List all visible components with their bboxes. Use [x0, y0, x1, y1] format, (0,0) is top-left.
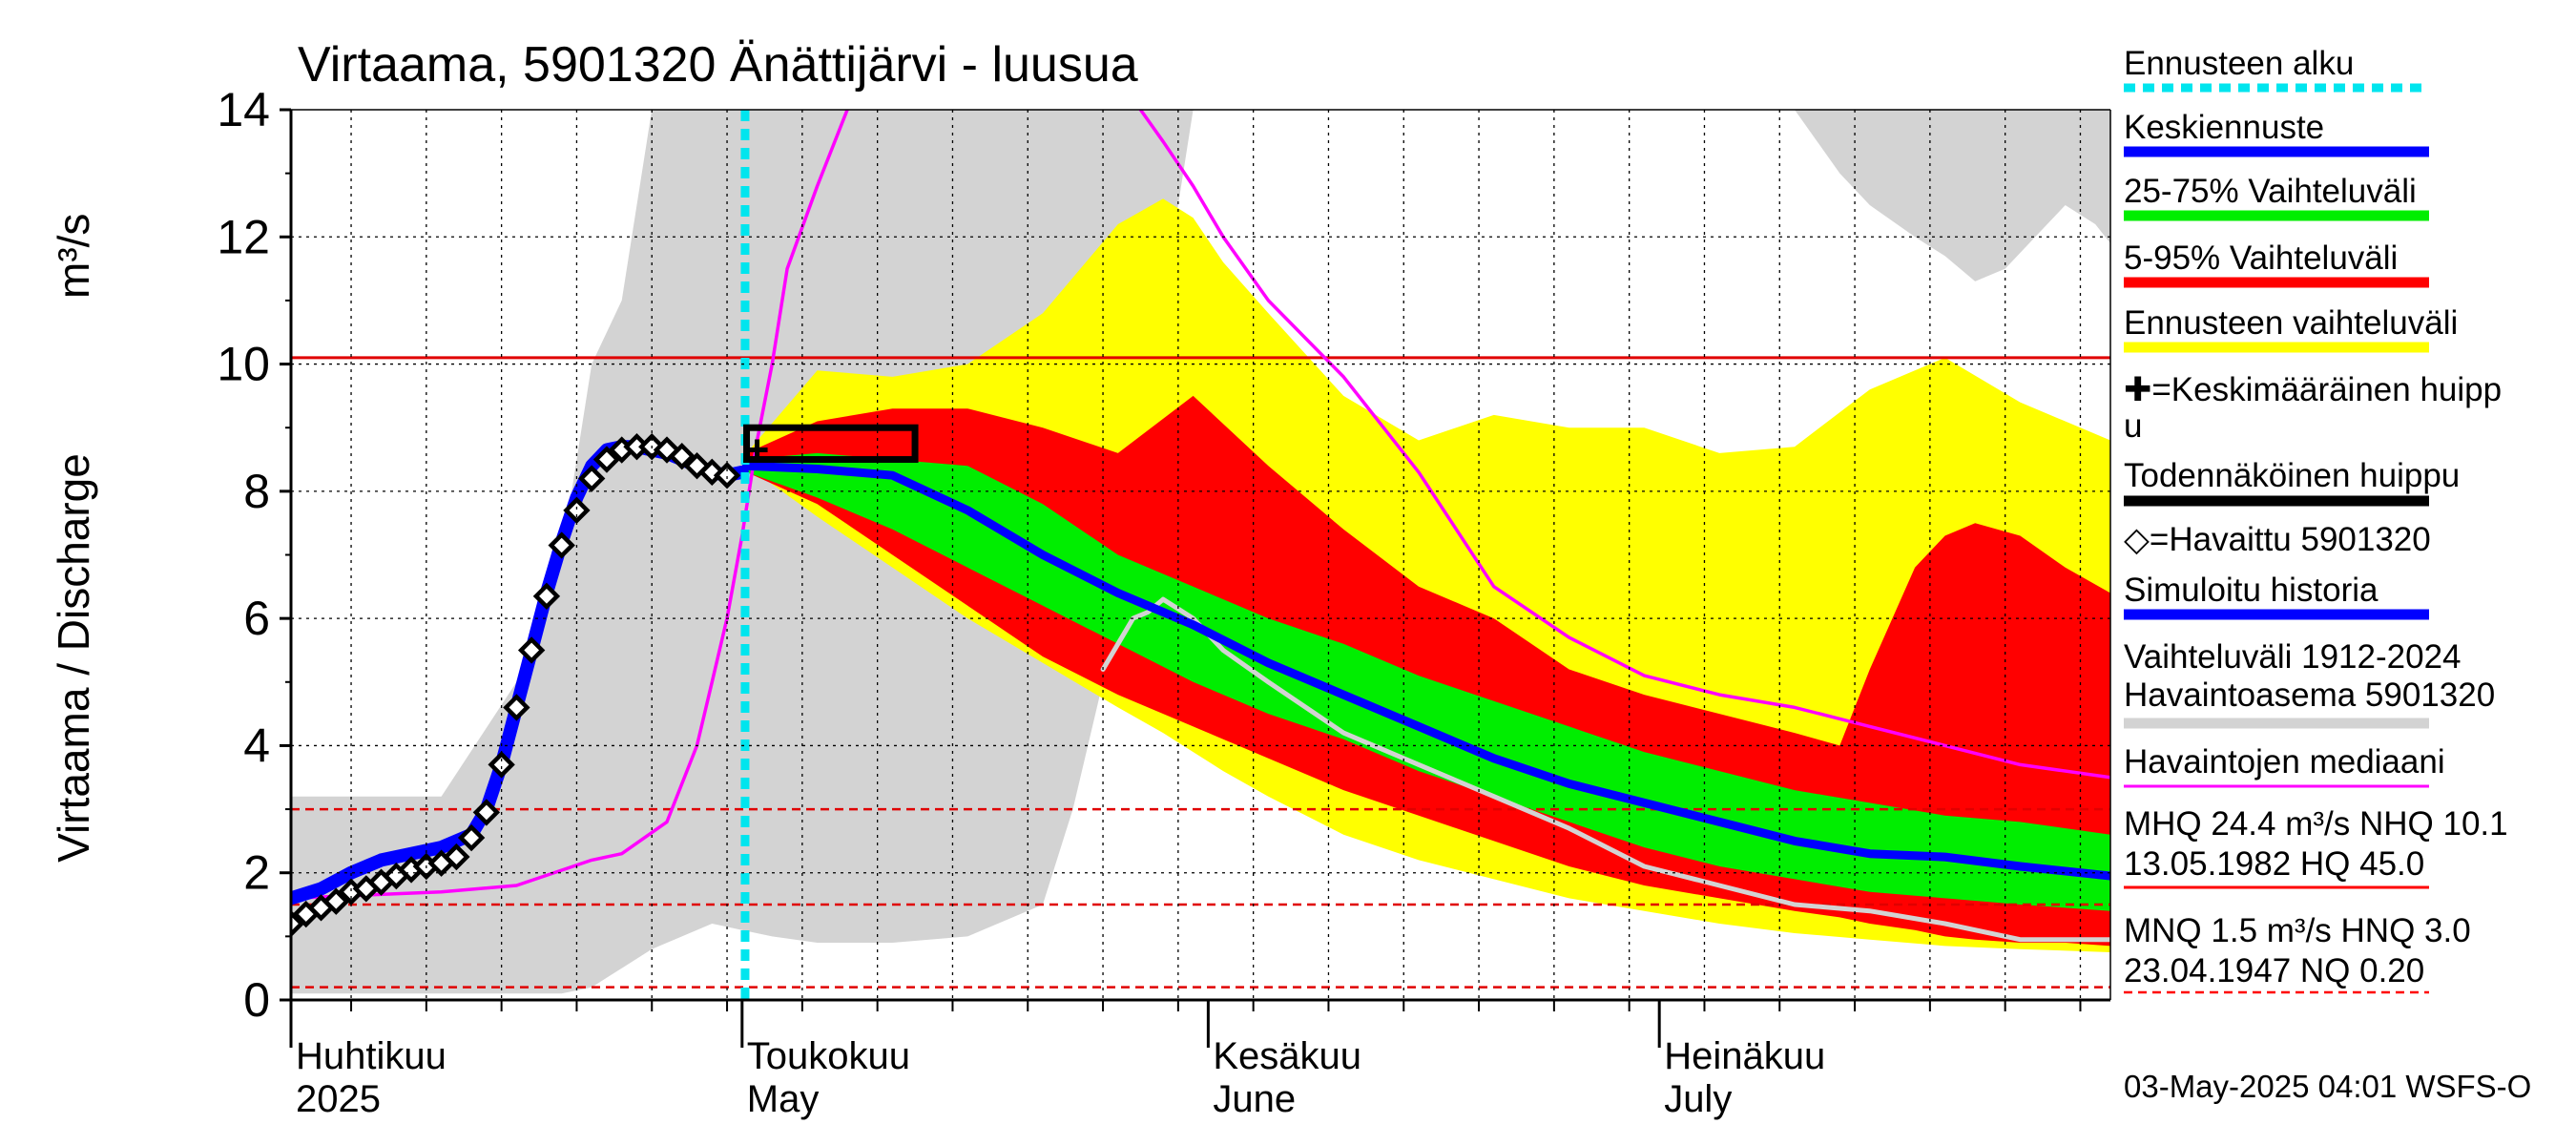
x-month-label-fi: Heinäkuu	[1664, 1035, 1825, 1077]
legend-label-line2: 23.04.1947 NQ 0.20	[2124, 952, 2424, 989]
mean-peak-marker	[746, 439, 768, 461]
legend-label: 5-95% Vaihteluväli	[2124, 239, 2398, 277]
legend-label: ◇=Havaittu 5901320	[2124, 521, 2431, 558]
y-tick-label: 2	[243, 846, 270, 900]
legend-label-line2: u	[2124, 407, 2142, 445]
y-tick-label: 10	[217, 338, 270, 391]
legend-label-line2: Havaintoasema 5901320	[2124, 677, 2495, 714]
band-p25-75	[746, 452, 2110, 911]
observed-point	[548, 531, 575, 559]
legend-label-line2: 13.05.1982 HQ 45.0	[2124, 845, 2424, 883]
y-axis-label: Virtaama / Discharge	[49, 453, 98, 863]
observed-history-line	[1100, 596, 2110, 943]
y-tick-label: 14	[217, 83, 270, 136]
observed-point	[578, 465, 606, 492]
x-month-label-fi: Huhtikuu	[296, 1035, 447, 1077]
observed-point	[592, 446, 621, 473]
observed-point	[503, 694, 530, 721]
x-month-label-en: 2025	[296, 1078, 381, 1120]
observed-point	[291, 909, 305, 938]
legend-label: Ennusteen alku	[2124, 45, 2354, 82]
x-month-label-fi: Toukokuu	[747, 1035, 910, 1077]
y-tick-label: 8	[243, 465, 270, 518]
probable-peak-box	[743, 424, 919, 464]
observed-point	[322, 887, 350, 915]
observed-point	[457, 823, 486, 852]
legend-label: MNQ 1.5 m³/s HNQ 3.0	[2124, 912, 2471, 949]
y-tick-label: 6	[243, 592, 270, 645]
mean-forecast-line	[742, 461, 2110, 881]
legend-label: Keskiennuste	[2124, 109, 2324, 146]
legend-label: MHQ 24.4 m³/s NHQ 10.1	[2124, 805, 2508, 843]
median-observed-line	[291, 110, 2110, 901]
legend-label: Todennäköinen huippu	[2124, 457, 2460, 494]
observed-point	[443, 843, 470, 871]
legend-label: ✚=Keskimääräinen huipp	[2124, 371, 2502, 408]
y-axis-unit: m³/s	[49, 214, 98, 299]
y-tick-label: 0	[243, 973, 270, 1027]
legend-label: 25-75% Vaihteluväli	[2124, 173, 2417, 210]
footer-timestamp: 03-May-2025 04:01 WSFS-O	[2124, 1069, 2531, 1104]
x-month-label-en: July	[1664, 1078, 1732, 1120]
x-month-label-fi: Kesäkuu	[1213, 1035, 1361, 1077]
observed-point	[668, 443, 696, 470]
chart-title: Virtaama, 5901320 Änättijärvi - luusua	[298, 37, 1138, 93]
legend-label: Vaihteluväli 1912-2024	[2124, 638, 2462, 676]
x-month-label-en: June	[1213, 1078, 1296, 1120]
x-month-label-en: May	[747, 1078, 820, 1120]
observed-point	[563, 496, 591, 525]
observed-point	[683, 452, 711, 480]
y-tick-label: 4	[243, 718, 270, 772]
legend-label: Simuloitu historia	[2124, 572, 2379, 609]
legend-label: Ennusteen vaihteluväli	[2124, 304, 2458, 342]
legend-label: Havaintojen mediaani	[2124, 743, 2445, 781]
y-tick-label: 12	[217, 210, 270, 263]
observed-point	[472, 799, 501, 826]
observed-point	[517, 636, 546, 664]
observed-point	[532, 582, 561, 610]
